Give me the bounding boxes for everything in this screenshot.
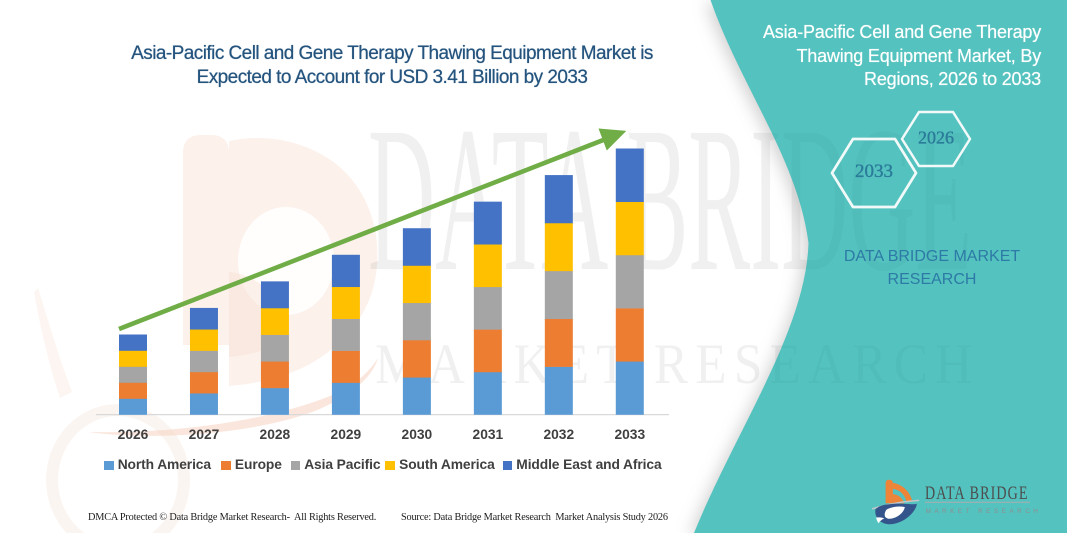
svg-text:MARKET RESEARCH: MARKET RESEARCH xyxy=(926,508,1042,515)
svg-text:2033: 2033 xyxy=(855,161,893,182)
svg-text:2026: 2026 xyxy=(918,128,954,148)
svg-text:DATA BRIDGE: DATA BRIDGE xyxy=(925,482,1029,504)
